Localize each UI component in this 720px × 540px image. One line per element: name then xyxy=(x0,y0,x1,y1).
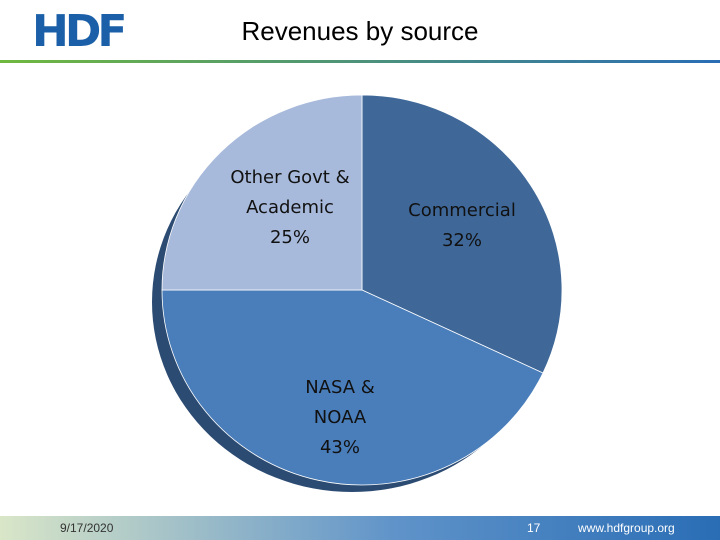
slice-label: Commercial 32% xyxy=(387,196,537,256)
slice-value: 25% xyxy=(269,227,310,248)
footer-bar xyxy=(0,516,720,540)
slice-label: NASA & NOAA 43% xyxy=(290,373,390,463)
slice-name: Other Govt & Academic xyxy=(230,167,350,218)
pie-slice xyxy=(161,289,544,486)
slice-value: 32% xyxy=(441,230,482,251)
footer-date: 9/17/2020 xyxy=(60,521,114,535)
pie-slice xyxy=(161,94,363,291)
slice-name: NASA & NOAA xyxy=(305,377,375,428)
logo: HDF xyxy=(32,6,127,57)
slice-value: 43% xyxy=(319,437,360,458)
pie-slice xyxy=(361,94,563,374)
slice-name: Commercial xyxy=(408,200,516,221)
chart-title: Revenues by source xyxy=(241,16,479,46)
footer-url: www.hdfgroup.org xyxy=(578,521,675,535)
footer-page: 17 xyxy=(527,521,541,535)
header-rule xyxy=(0,60,720,63)
slice-label: Other Govt & Academic 25% xyxy=(220,163,360,253)
